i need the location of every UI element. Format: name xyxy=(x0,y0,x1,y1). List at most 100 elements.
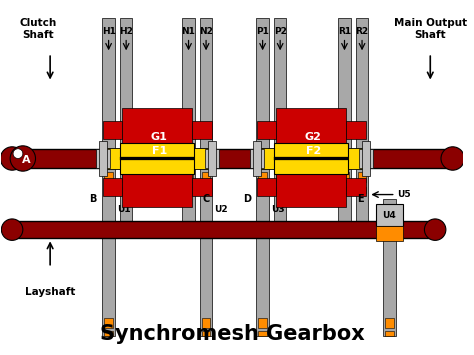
Bar xyxy=(253,141,261,176)
Text: F2: F2 xyxy=(306,146,321,156)
Bar xyxy=(383,200,396,336)
Bar xyxy=(276,187,284,193)
Circle shape xyxy=(13,149,23,158)
Bar xyxy=(274,157,348,160)
Circle shape xyxy=(424,219,446,240)
Bar xyxy=(205,149,219,168)
Text: B: B xyxy=(89,195,97,204)
Bar xyxy=(202,331,210,336)
Bar xyxy=(250,149,264,168)
Text: R2: R2 xyxy=(356,27,369,36)
Bar xyxy=(104,187,113,193)
Bar xyxy=(99,141,107,176)
Bar xyxy=(346,121,366,139)
Bar xyxy=(276,108,346,145)
Text: G2: G2 xyxy=(305,132,322,142)
Bar xyxy=(192,178,212,196)
Bar xyxy=(120,143,194,174)
Bar xyxy=(208,141,216,176)
Text: Synchromesh Gearbox: Synchromesh Gearbox xyxy=(100,324,365,344)
Circle shape xyxy=(0,147,24,170)
Circle shape xyxy=(1,219,23,240)
Bar xyxy=(182,18,195,231)
Bar xyxy=(102,18,115,231)
Bar xyxy=(9,221,438,239)
Bar xyxy=(348,148,366,169)
Bar xyxy=(103,121,122,139)
Bar xyxy=(102,231,115,336)
Bar xyxy=(257,148,274,169)
Bar xyxy=(103,178,122,196)
Bar xyxy=(120,18,133,231)
Text: G1: G1 xyxy=(151,132,168,142)
Bar xyxy=(358,187,366,193)
Text: D: D xyxy=(243,195,251,204)
Bar xyxy=(96,149,109,168)
Circle shape xyxy=(441,147,465,170)
Text: F1: F1 xyxy=(152,146,167,156)
Bar xyxy=(202,318,210,328)
Bar xyxy=(122,172,130,182)
Text: A: A xyxy=(21,155,30,165)
Text: U3: U3 xyxy=(271,205,284,214)
Circle shape xyxy=(10,146,36,171)
Bar xyxy=(356,18,368,231)
Bar xyxy=(340,172,349,182)
Text: U2: U2 xyxy=(214,205,228,214)
Bar xyxy=(258,331,267,336)
Text: Main Output
Shaft: Main Output Shaft xyxy=(394,18,467,40)
Bar xyxy=(122,108,192,145)
Bar xyxy=(346,178,366,196)
Bar xyxy=(358,172,366,182)
Bar xyxy=(338,18,351,231)
Bar xyxy=(362,141,370,176)
Text: H1: H1 xyxy=(101,27,116,36)
Bar xyxy=(104,331,113,336)
Bar xyxy=(184,172,193,182)
Text: C: C xyxy=(202,195,210,204)
Text: Clutch
Shaft: Clutch Shaft xyxy=(20,18,57,40)
Text: N1: N1 xyxy=(182,27,195,36)
Bar xyxy=(257,121,276,139)
Text: U5: U5 xyxy=(398,190,411,199)
Bar xyxy=(385,331,394,336)
Bar xyxy=(200,18,212,231)
Bar xyxy=(184,187,193,193)
Bar xyxy=(194,148,212,169)
Bar xyxy=(359,149,373,168)
Text: H2: H2 xyxy=(119,27,133,36)
Bar xyxy=(385,318,394,328)
Bar xyxy=(258,172,267,182)
Bar xyxy=(340,187,349,193)
Text: U1: U1 xyxy=(117,205,130,214)
Bar xyxy=(120,157,194,160)
Bar xyxy=(104,172,113,182)
Bar xyxy=(256,18,269,231)
Text: E: E xyxy=(357,195,364,204)
Text: Layshaft: Layshaft xyxy=(25,287,75,297)
Bar xyxy=(274,18,286,231)
Bar xyxy=(257,178,276,196)
Text: R1: R1 xyxy=(338,27,351,36)
Text: P2: P2 xyxy=(273,27,287,36)
Bar xyxy=(104,318,113,328)
Bar xyxy=(192,121,212,139)
Bar xyxy=(9,149,456,168)
Bar xyxy=(200,231,212,336)
Text: N2: N2 xyxy=(199,27,213,36)
Text: P1: P1 xyxy=(256,27,269,36)
Bar xyxy=(376,226,403,241)
Bar xyxy=(256,231,269,336)
Bar xyxy=(122,172,192,207)
Bar xyxy=(376,204,403,226)
Bar xyxy=(276,172,346,207)
Bar xyxy=(258,187,267,193)
Bar xyxy=(202,172,210,182)
Bar xyxy=(103,148,120,169)
Bar xyxy=(202,187,210,193)
Bar xyxy=(258,318,267,328)
Bar xyxy=(122,187,130,193)
Bar xyxy=(274,143,348,174)
Text: U4: U4 xyxy=(383,211,396,219)
Bar xyxy=(276,172,284,182)
